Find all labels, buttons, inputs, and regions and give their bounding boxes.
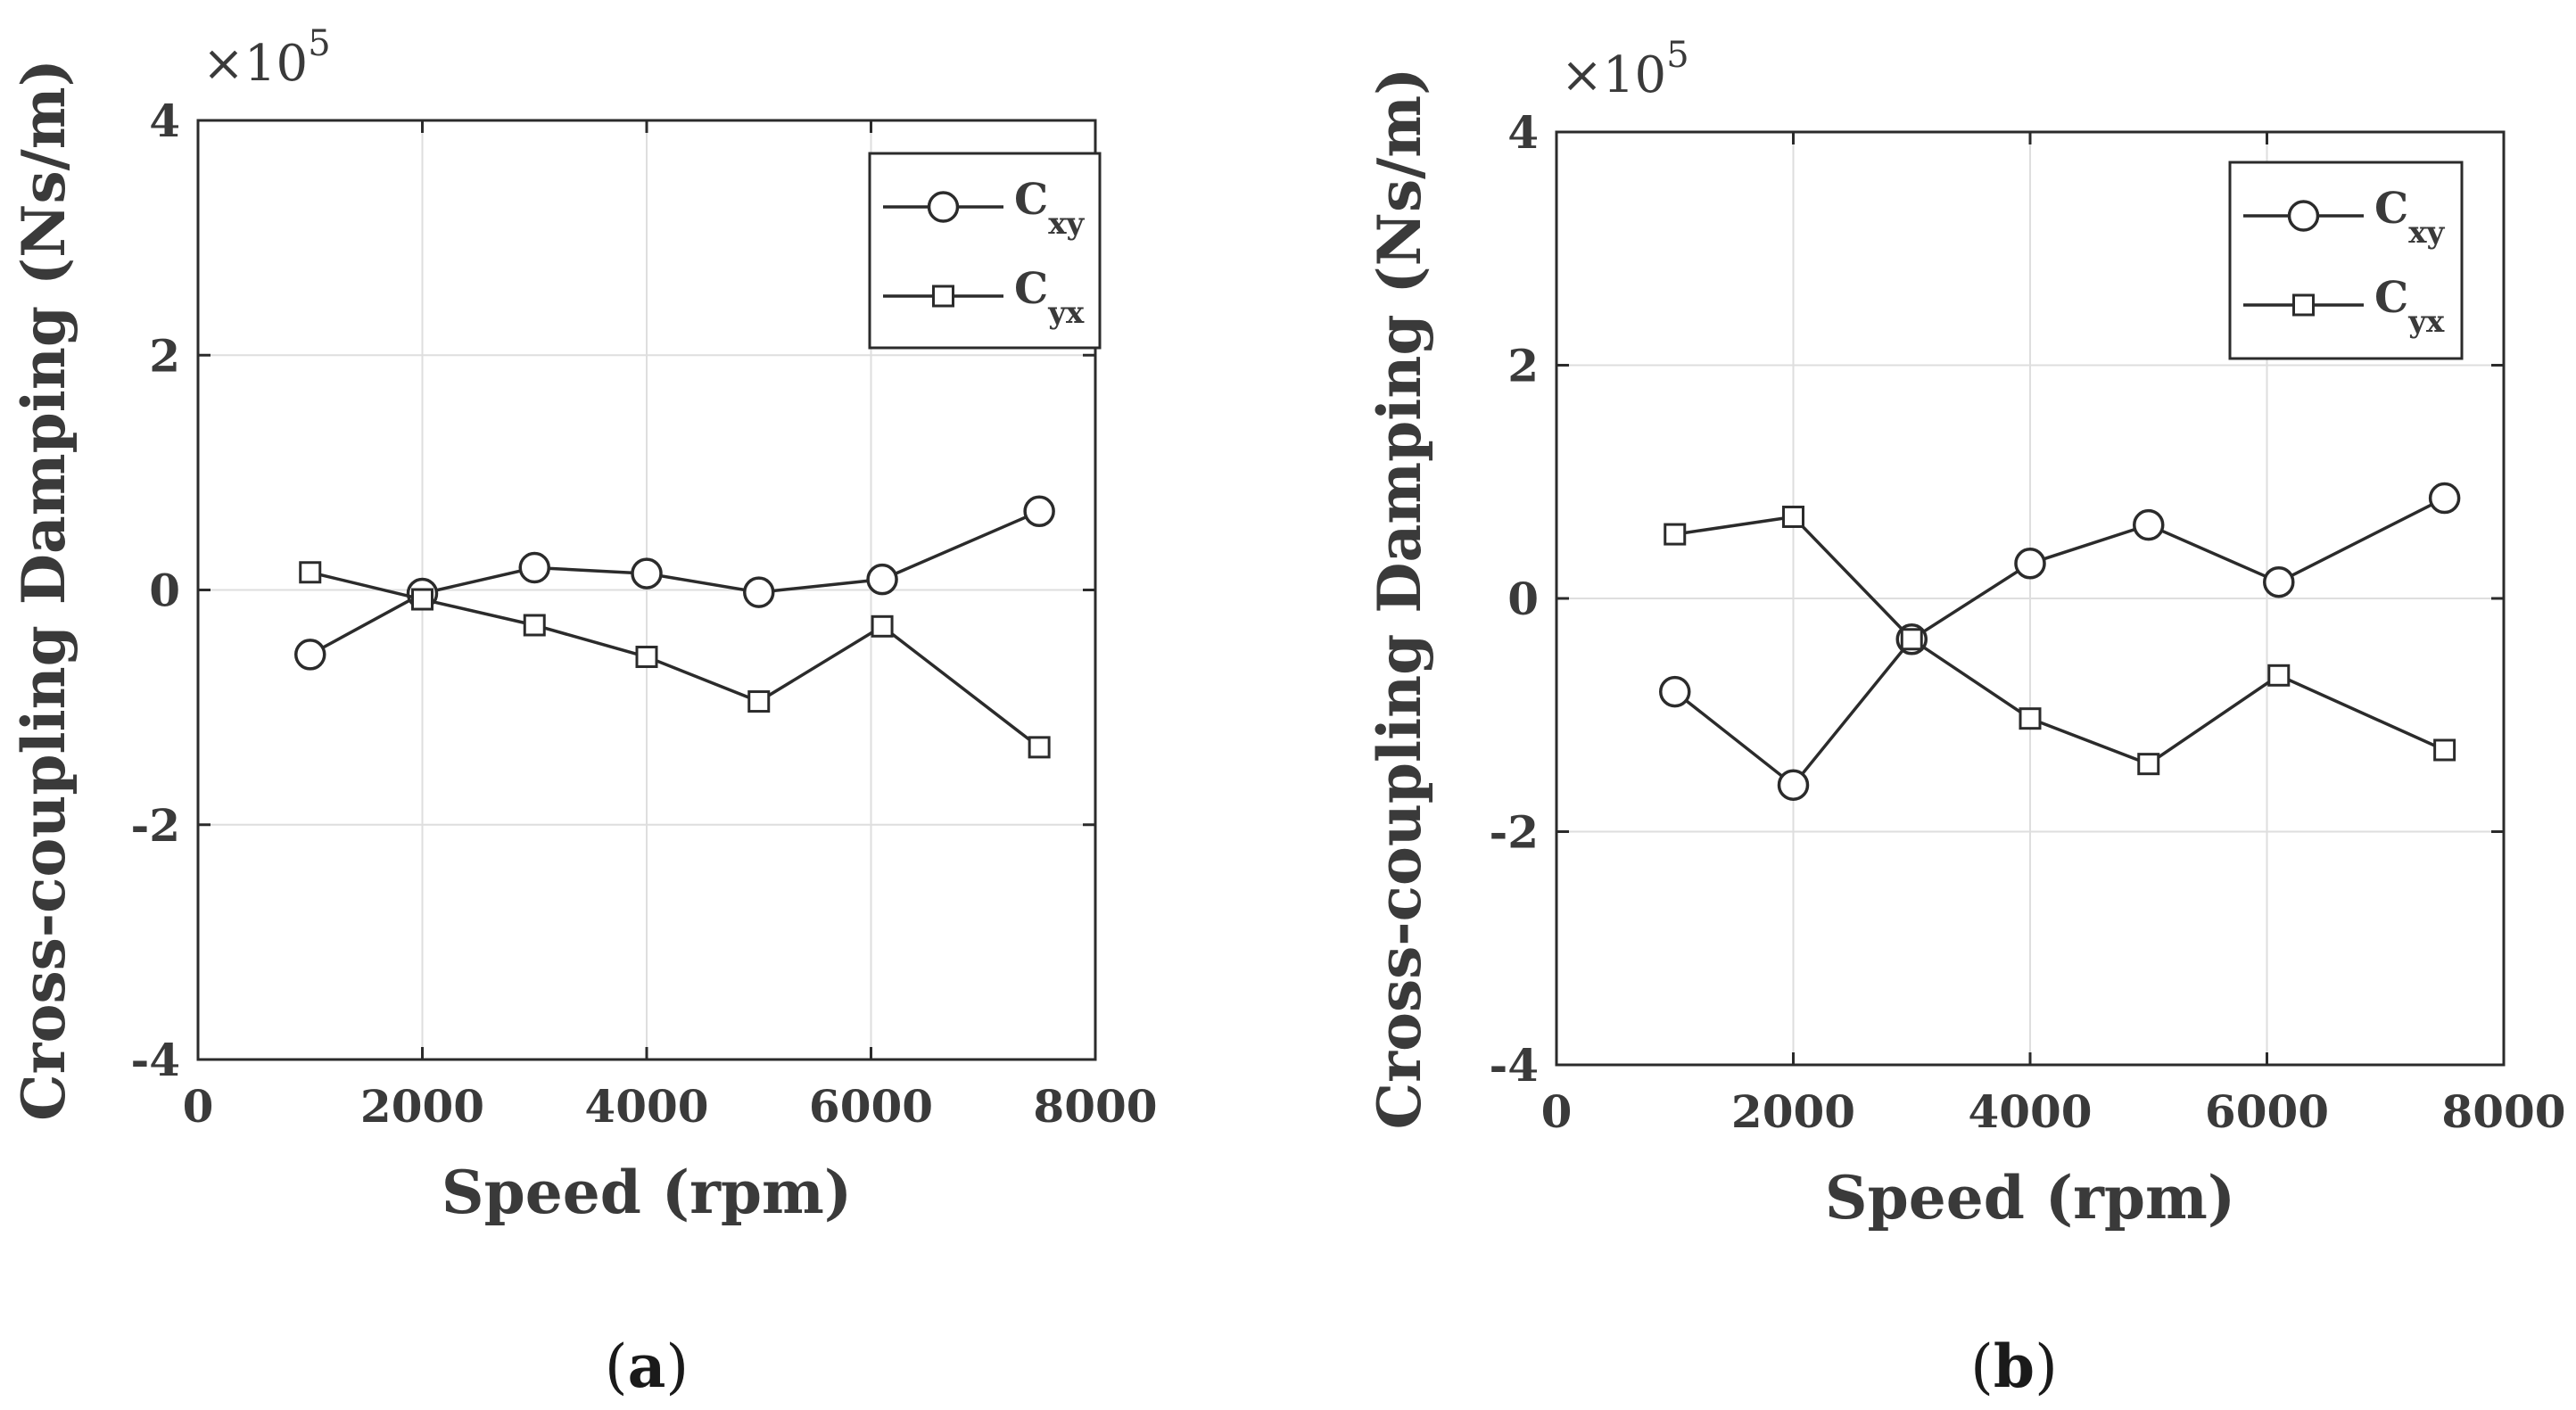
series-line-xy [1673,496,2446,787]
y-tick-label: -4 [130,1034,180,1086]
legend-marker-yx [932,284,954,308]
data-point-yx [2137,753,2160,776]
y-axis-label: Cross-coupling Damping (Ns/m) [9,59,78,1121]
data-point-yx [1028,736,1051,759]
y-tick-label: -4 [1489,1039,1539,1092]
data-point-xy [294,639,326,671]
legend-marker-xy [927,191,960,223]
y-tick-label: 2 [149,329,180,382]
x-tick-label: 0 [1541,1085,1573,1138]
legend-label-yx: Cyx [1014,264,1085,331]
chart-panel-a: 0 2000 4000 6000 8000 -4 -2 0 2 4 ×105 Speed (rpm) C… [9,23,1158,1401]
panel-caption: (b) [1970,1332,2058,1401]
x-axis-label: Speed (rpm) [442,1158,852,1227]
y-tick-label: -2 [1489,806,1539,859]
x-tick-label: 6000 [2205,1085,2329,1138]
x-tick-label: 4000 [1968,1085,2092,1138]
data-point-xy [743,576,775,608]
data-point-yx [2433,738,2456,762]
legend-label-xy: Cxy [1014,175,1085,242]
chart-panel-b: 0 2000 4000 6000 8000 -4 -2 0 2 4 ×105 Speed (rpm) C… [1365,35,2566,1401]
data-point-xy [2263,565,2295,598]
y-tick-label: -2 [130,799,180,852]
x-tick-label: 8000 [2441,1085,2565,1138]
axis-exponent-label: ×105 [1561,35,1689,104]
data-point-xy [866,563,898,596]
data-point-xy [1659,675,1691,708]
legend-marker-yx [2292,293,2315,317]
y-tick-label: 0 [149,565,180,617]
data-point-xy [631,557,663,590]
data-point-yx [871,614,894,638]
data-point-yx [411,588,433,611]
legend-label-xy: Cxy [2374,184,2445,251]
x-tick-label: 8000 [1033,1080,1157,1133]
data-point-yx [2267,664,2291,687]
x-axis-label: Speed (rpm) [1825,1163,2235,1233]
x-tick-label: 6000 [809,1080,933,1133]
legend-box [2228,161,2464,360]
y-tick-label: 2 [1507,340,1539,392]
data-point-yx [747,690,771,713]
panel-caption: (a) [605,1332,689,1401]
data-point-yx [523,614,546,637]
legend-label-yx: Cyx [2374,273,2445,340]
data-point-yx [299,561,322,584]
data-point-yx [1782,505,1804,528]
y-axis-label: Cross-coupling Damping (Ns/m) [1365,68,1434,1130]
data-point-xy [2428,482,2461,515]
legend: Cxy Cyx [868,152,1102,350]
data-point-xy [1777,769,1810,801]
y-tick-label: 4 [149,95,180,147]
data-point-xy [518,551,550,584]
data-point-xy [2133,508,2165,541]
data-point-yx [2019,707,2042,730]
y-tick-label: 0 [1507,573,1539,625]
axis-exponent-label: ×105 [202,23,331,93]
x-tick-label: 2000 [360,1080,484,1133]
data-point-xy [2014,548,2046,580]
legend: Cxy Cyx [2228,161,2464,360]
data-point-xy [1023,495,1055,528]
x-tick-label: 2000 [1731,1085,1855,1138]
legend-box [868,152,1102,350]
data-point-yx [635,646,658,669]
data-point-yx [1664,523,1687,546]
x-tick-label: 4000 [584,1080,708,1133]
x-tick-label: 0 [183,1080,214,1133]
data-point-yx [1900,628,1923,651]
y-tick-label: 4 [1507,106,1539,159]
legend-marker-xy [2287,200,2320,232]
